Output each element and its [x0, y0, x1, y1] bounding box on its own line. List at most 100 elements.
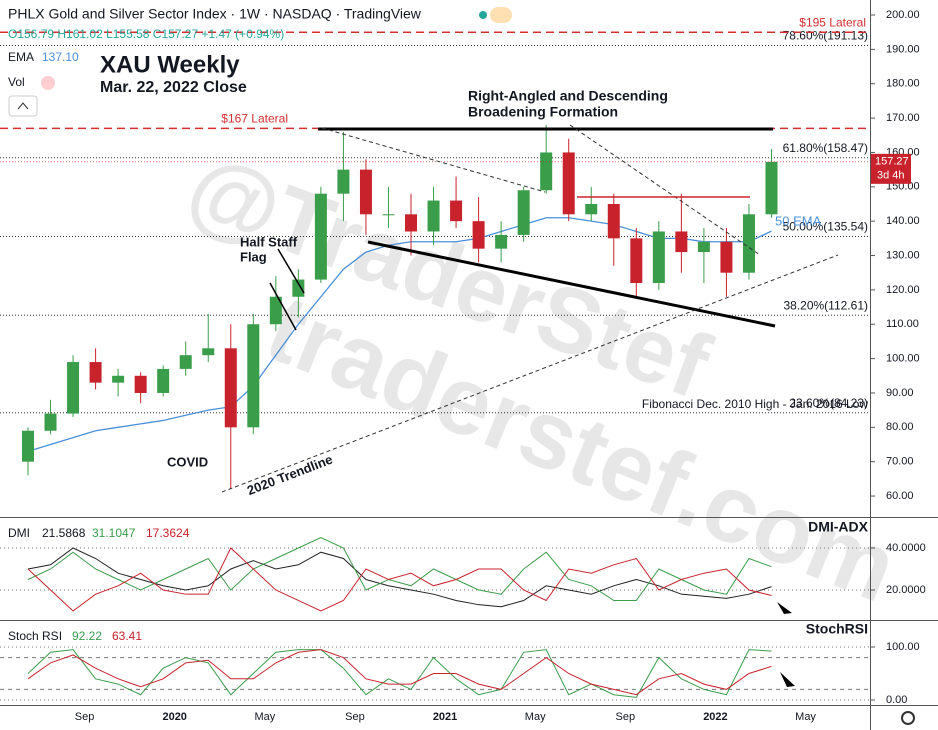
y-tick-label: 70.00 [886, 456, 914, 468]
annotation: COVID [167, 454, 208, 469]
y-tick-label: 100.00 [886, 353, 920, 365]
y-tick-label: 110.00 [886, 318, 919, 330]
y-tick-label: 190.00 [886, 43, 920, 55]
annotation: Fibonacci Dec. 2010 High - Jan. 2016 Low [642, 397, 868, 411]
candle-body [22, 430, 34, 462]
dmi-legend-value: 31.1047 [92, 526, 136, 540]
candle-body [247, 324, 260, 428]
candle-body [179, 355, 192, 369]
chart-title: XAU Weekly [100, 51, 240, 78]
stoch-legend-value: 63.41 [112, 629, 142, 643]
y-tick-label: 40.0000 [886, 542, 926, 554]
candle-body [472, 221, 485, 249]
y-tick-label: 200.00 [886, 9, 920, 21]
flag-line [269, 282, 297, 331]
ema-legend-label: EMA [8, 50, 34, 64]
y-tick-label: 100.00 [886, 641, 920, 653]
candle-body [405, 214, 418, 232]
symbol-title: PHLX Gold and Silver Sector Index · 1W ·… [8, 6, 422, 22]
candle-body [765, 161, 778, 215]
candle-body [157, 368, 170, 393]
candle-body [720, 241, 733, 273]
x-tick-label: Sep [616, 711, 636, 723]
annotation: Half Staff [240, 234, 298, 249]
chevron [17, 102, 29, 110]
dmi-legend-value: 17.3624 [146, 526, 190, 540]
status-dot [479, 11, 487, 19]
pane-title: DMI-ADX [808, 519, 869, 535]
candle-body [742, 214, 755, 273]
annotation: Broadening Formation [468, 104, 618, 120]
warning-icon [41, 76, 55, 90]
indicator-line [27, 536, 772, 601]
candle-body [202, 348, 215, 356]
pane-title: StochRSI [806, 621, 868, 637]
stoch-legend-label: Stoch RSI [8, 629, 62, 643]
collapse-button[interactable] [8, 95, 38, 117]
price-tag-value: 157.27 [875, 156, 909, 168]
candle-body [67, 362, 80, 414]
ema-legend-value: 137.10 [42, 50, 79, 64]
badge [490, 7, 512, 23]
x-tick-label: May [254, 711, 275, 723]
candle-body [697, 241, 710, 253]
candle-body [585, 203, 598, 215]
candle-body [359, 169, 372, 215]
annotation: 50 EMA [775, 213, 822, 228]
candle-body [337, 169, 350, 194]
candle-body [517, 190, 530, 235]
arrow [777, 602, 792, 614]
fib-label: 38.20%(112.61) [783, 298, 868, 312]
fib-label: 23.60%(84.23) [789, 396, 868, 410]
dashed-trendline [321, 127, 546, 193]
y-tick-label: 120.00 [886, 284, 920, 296]
flag-line [277, 248, 305, 294]
x-tick-label: May [795, 711, 816, 723]
dmi-legend-label: DMI [8, 526, 30, 540]
candle-body [630, 238, 643, 284]
candle-body [44, 413, 57, 431]
candle-body [112, 375, 125, 383]
support-line [367, 240, 776, 328]
price-tag [871, 153, 911, 184]
candle-body [134, 375, 147, 393]
fib-label: 61.80%(158.47) [783, 141, 868, 155]
y-tick-label: 180.00 [886, 78, 920, 90]
fib-label: 50.00%(135.54) [783, 220, 868, 234]
y-tick-label: 60.00 [886, 490, 914, 502]
y-tick-label: 0.00 [886, 694, 907, 706]
candle-body [292, 279, 305, 297]
x-tick-label: Sep [345, 711, 365, 723]
candle-body [427, 200, 440, 232]
candle-body [450, 200, 463, 222]
indicator-line [27, 649, 772, 696]
plot-layers: 200.00190.00180.00170.00160.00150.00140.… [0, 9, 926, 723]
candle-body [314, 193, 327, 280]
annotation: Flag [240, 249, 267, 264]
y-tick-label: 80.00 [886, 421, 914, 433]
annotation: Right-Angled and Descending [468, 88, 668, 104]
candle-body [382, 214, 395, 216]
candle-body [675, 231, 688, 253]
dmi-legend-value: 21.5868 [42, 526, 86, 540]
candle-body [562, 152, 575, 215]
candle-body [89, 362, 102, 383]
x-tick-label: 2022 [703, 711, 727, 723]
fib-label: 78.60%(191.13) [783, 29, 868, 43]
y-tick-label: 130.00 [886, 249, 920, 261]
y-tick-label: 90.00 [886, 387, 914, 399]
x-tick-label: May [525, 711, 546, 723]
y-tick-label: 170.00 [886, 112, 920, 124]
x-tick-label: 2020 [162, 711, 186, 723]
x-tick-label: Sep [75, 711, 95, 723]
y-tick-label: 20.0000 [886, 584, 926, 596]
settings-icon[interactable] [901, 711, 915, 725]
candle-body [607, 203, 620, 239]
ema-line [27, 217, 772, 452]
y-tick-label: 140.00 [886, 215, 920, 227]
candle-body [652, 231, 665, 284]
ohlc-legend: O156.79 H161.02 L155.58 C157.27 +1.47 (+… [8, 27, 284, 41]
arrow [780, 672, 795, 687]
chart-subtitle: Mar. 22, 2022 Close [100, 79, 247, 96]
